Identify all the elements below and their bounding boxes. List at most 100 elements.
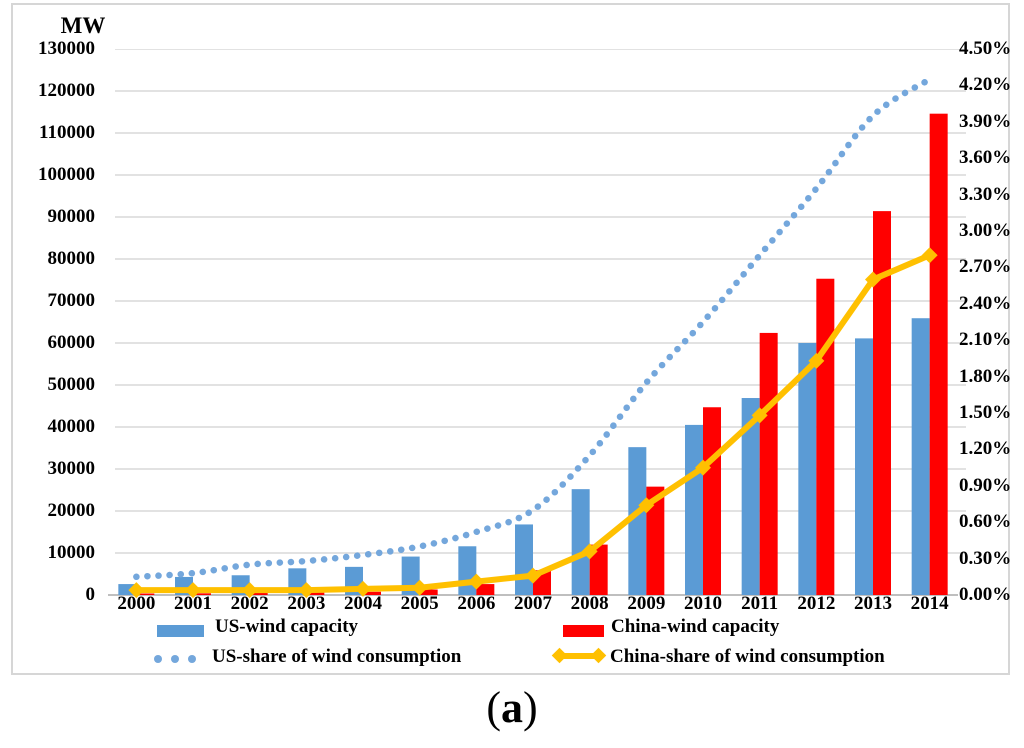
left-axis-tick: 0: [85, 584, 96, 605]
x-axis-tick-2008: 2008: [570, 593, 609, 614]
x-axis-tick-2004: 2004: [344, 593, 382, 614]
bar-us-wind-capacity-2000: [118, 584, 137, 595]
left-axis-tick: 10000: [47, 542, 96, 563]
china-share-marker-2004: [355, 580, 371, 597]
right-axis-tick: 4.50%: [959, 38, 1012, 59]
china-share-marker-2003: [298, 582, 315, 599]
bar-us-wind-capacity-2013: [855, 338, 873, 595]
legend-swatch-us-wind-capacity: [157, 625, 204, 637]
left-axis-tick: 70000: [47, 290, 96, 311]
figure-caption: (a): [0, 682, 1024, 733]
bar-china-wind-capacity-2012: [816, 278, 835, 595]
x-axis-tick-2013: 2013: [854, 593, 892, 614]
right-axis-tick: 0.60%: [959, 511, 1012, 533]
china-share-marker-2014: [921, 247, 938, 264]
china-share-marker-2000: [128, 582, 145, 599]
china-share-marker-2009: [638, 497, 655, 514]
left-axis-tick: 40000: [47, 416, 96, 437]
legend-swatch-china-wind-capacity: [563, 625, 604, 637]
right-axis-tick: 1.50%: [959, 402, 1012, 423]
bar-us-wind-capacity-2010: [685, 424, 703, 595]
x-axis-tick-2001: 2001: [174, 593, 212, 614]
bar-us-wind-capacity-2012: [798, 343, 817, 595]
right-axis-tick: 2.10%: [959, 329, 1012, 351]
left-axis-tick: 130000: [38, 38, 95, 59]
plot-area: [108, 49, 966, 599]
left-axis-tick: 100000: [38, 164, 95, 185]
china-share-marker-2007: [525, 567, 541, 584]
x-axis-tick-2000: 2000: [117, 593, 156, 614]
china-share-marker-2005: [411, 579, 428, 596]
x-axis-tick-2003: 2003: [287, 593, 326, 614]
right-axis-tick: 3.30%: [959, 183, 1012, 205]
bar-china-wind-capacity-2003: [306, 592, 325, 595]
legend-label-us-wind-capacity: US-wind capacity: [215, 616, 359, 637]
bar-china-wind-capacity-2011: [759, 332, 778, 595]
left-axis-tick: 80000: [47, 248, 96, 269]
bar-china-wind-capacity-2009: [646, 486, 665, 595]
right-axis-tick: 1.80%: [959, 365, 1012, 387]
right-axis-tick: 2.70%: [959, 256, 1012, 278]
bar-china-wind-capacity-2001: [193, 593, 211, 595]
bar-china-wind-capacity-2004: [363, 591, 381, 595]
china-share-marker-2001: [185, 582, 201, 599]
china-share-marker-2010: [695, 459, 711, 476]
x-axis-tick-2005: 2005: [400, 593, 439, 614]
right-axis-tick: 3.90%: [959, 110, 1012, 132]
bar-china-wind-capacity-2000: [136, 593, 155, 595]
x-axis-tick-2009: 2009: [627, 593, 666, 614]
bar-us-wind-capacity-2011: [741, 398, 760, 595]
x-axis-tick-2007: 2007: [514, 593, 552, 614]
left-axis-title: MW: [60, 13, 106, 38]
right-axis-tick: 0.00%: [959, 584, 1012, 605]
legend-label-china-share: China-share of wind consumption: [610, 646, 885, 667]
left-axis-tick: 30000: [47, 458, 96, 479]
bar-china-wind-capacity-2005: [419, 589, 438, 595]
us-share-dotted-line: [133, 76, 933, 581]
china-share-marker-2002: [241, 582, 258, 599]
caption-close-paren: ): [523, 683, 538, 732]
chart-frame: MW 130000 120000 110000 100000 90000 80000 700…: [11, 3, 1012, 675]
right-axis-tick: 0.30%: [959, 547, 1012, 569]
left-axis-tick: 90000: [47, 206, 96, 227]
x-axis-tick-2006: 2006: [457, 593, 496, 614]
left-axis-tick: 60000: [47, 332, 96, 353]
china-share-marker-2006: [468, 573, 485, 590]
left-axis-tick: 110000: [39, 122, 95, 143]
bar-china-wind-capacity-2013: [873, 211, 891, 595]
bar-china-wind-capacity-2014: [929, 113, 948, 596]
right-axis-tick: 3.60%: [959, 147, 1012, 169]
bar-us-wind-capacity-2008: [571, 489, 590, 595]
x-axis-tick-2011: 2011: [741, 593, 779, 614]
bar-china-wind-capacity-2002: [249, 593, 268, 595]
china-share-marker-2008: [581, 543, 598, 560]
right-axis-tick: 0.90%: [959, 474, 1012, 496]
right-axis-tick: 3.00%: [959, 220, 1012, 241]
bar-china-wind-capacity-2010: [703, 407, 721, 595]
china-share-marker-2011: [751, 407, 768, 424]
x-axis-tick-2012: 2012: [797, 593, 836, 614]
right-axis-tick: 1.20%: [959, 438, 1012, 460]
bar-us-wind-capacity-2014: [911, 318, 930, 595]
legend-label-china-wind-capacity: China-wind capacity: [611, 616, 780, 637]
legend-label-us-share: US-share of wind consumption: [212, 646, 462, 667]
bar-us-wind-capacity-2006: [458, 546, 477, 595]
bar-us-wind-capacity-2009: [628, 447, 647, 595]
bar-china-wind-capacity-2008: [589, 544, 608, 595]
legend-swatch-us-share-dotted-icon: [154, 655, 196, 663]
left-axis-tick: 120000: [38, 80, 95, 101]
caption-open-paren: (: [486, 683, 501, 732]
china-share-marker-2013: [865, 271, 881, 288]
x-axis-tick-2002: 2002: [230, 593, 269, 614]
left-axis-tick: 50000: [47, 374, 96, 395]
caption-letter: a: [501, 683, 523, 732]
x-axis-tick-2010: 2010: [684, 593, 722, 614]
right-axis-tick: 2.40%: [959, 292, 1012, 314]
bar-us-wind-capacity-2007: [515, 524, 533, 595]
bar-china-wind-capacity-2006: [476, 584, 495, 595]
right-axis-tick: 4.20%: [959, 74, 1012, 96]
x-axis-tick-2014: 2014: [910, 593, 949, 614]
left-axis-tick: 20000: [47, 500, 96, 521]
china-share-marker-2012: [808, 352, 825, 369]
legend-swatch-china-share-line-icon: [551, 647, 607, 664]
